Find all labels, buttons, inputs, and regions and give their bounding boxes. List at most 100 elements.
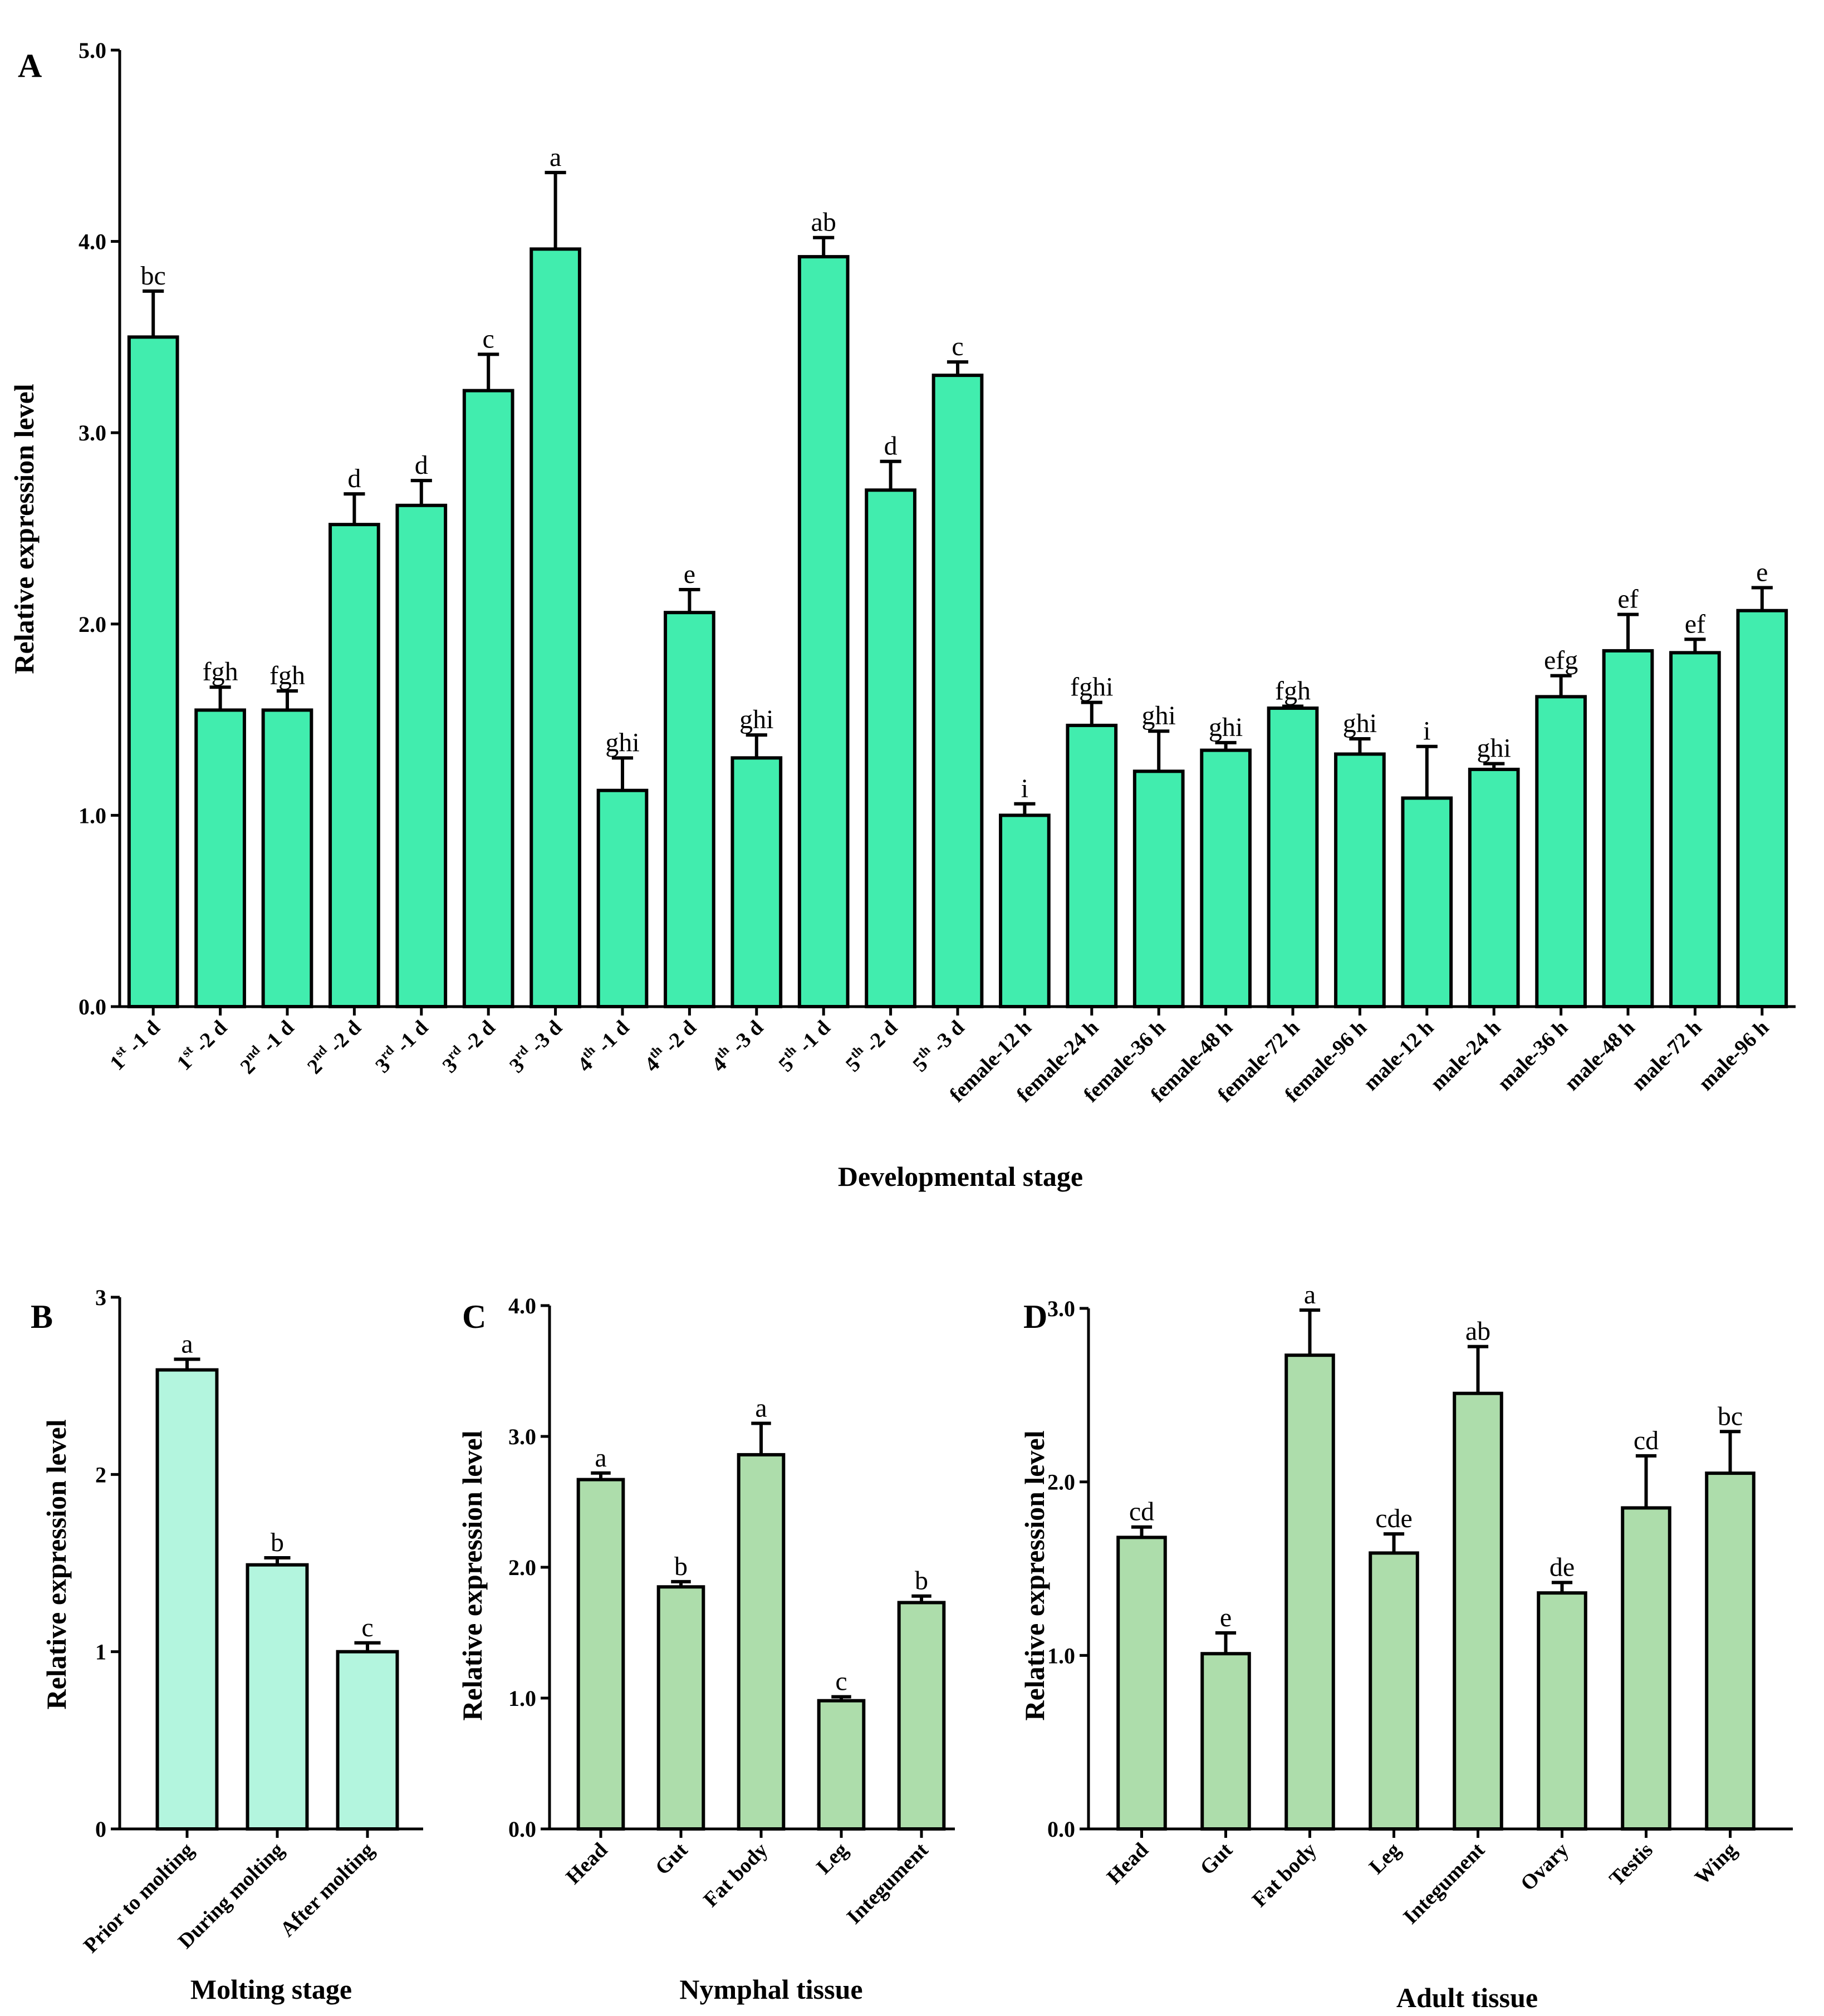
x-tick-label: 1st -2 d <box>171 1015 232 1075</box>
significance-label: d <box>347 464 361 493</box>
y-tick-label: 3.0 <box>1047 1296 1075 1321</box>
panel-a: A 0.0 1.0 2.0 3.0 4.0 5.0 bc 1st -1 d fgh 1st -2 d… <box>8 38 1796 1192</box>
x-tick-label: 4th -3 d <box>706 1015 768 1077</box>
bar <box>865 488 916 1008</box>
significance-label: c <box>952 332 963 361</box>
significance-label: b <box>271 1528 284 1557</box>
significance-label: fgh <box>203 657 238 686</box>
x-tick-label: Testis <box>1605 1838 1657 1891</box>
significance-label: ab <box>811 208 836 237</box>
significance-label: bc <box>1718 1401 1743 1431</box>
significance-label: cde <box>1375 1504 1413 1533</box>
error-bar <box>1751 586 1773 611</box>
significance-label: c <box>835 1667 847 1696</box>
error-bar <box>1081 700 1102 725</box>
bar <box>1537 1591 1587 1831</box>
significance-label: ef <box>1685 609 1705 639</box>
bar <box>1621 1506 1671 1831</box>
y-tick-label: 3.0 <box>508 1424 536 1449</box>
significance-label: a <box>755 1394 767 1423</box>
significance-label: ab <box>1465 1317 1490 1346</box>
significance-label: b <box>674 1552 688 1581</box>
significance-label: efg <box>1544 646 1578 675</box>
bar <box>462 389 514 1008</box>
bar <box>1066 723 1118 1008</box>
y-tick-label: 4.0 <box>79 229 106 254</box>
bar <box>529 247 581 1008</box>
y-tick-label: 0.0 <box>508 1817 536 1842</box>
error-bar <box>831 1695 851 1701</box>
significance-label: cd <box>1129 1497 1154 1527</box>
x-tick-label: Wing <box>1690 1838 1742 1890</box>
error-bar <box>264 1556 291 1565</box>
bar <box>1468 767 1520 1009</box>
y-tick-label: 2.0 <box>79 612 106 637</box>
bar <box>1267 706 1319 1008</box>
bar <box>1284 1353 1335 1831</box>
error-bar <box>1383 1532 1405 1553</box>
error-bar <box>344 492 365 525</box>
y-axis-title: Relative expression level <box>1019 1430 1050 1720</box>
error-bar <box>671 1580 691 1587</box>
bar <box>336 1650 399 1831</box>
bar <box>737 1453 786 1831</box>
bar <box>155 1368 219 1831</box>
y-tick-label: 4.0 <box>508 1293 536 1318</box>
y-tick-label: 2 <box>95 1462 106 1487</box>
y-tick-label: 0.0 <box>1047 1817 1075 1842</box>
bar <box>1334 752 1386 1008</box>
bar <box>999 813 1051 1009</box>
x-tick-label: Leg <box>1365 1838 1405 1879</box>
x-tick-label: 5th -3 d <box>907 1015 969 1077</box>
bar <box>261 708 313 1009</box>
significance-label: e <box>684 560 695 589</box>
significance-label: ghi <box>1343 709 1377 738</box>
y-tick-label: 2.0 <box>508 1555 536 1580</box>
bar <box>1705 1471 1756 1831</box>
y-tick-label: 2.0 <box>1047 1470 1075 1495</box>
error-bar <box>1299 1308 1321 1356</box>
significance-label: cd <box>1634 1426 1659 1455</box>
bar <box>897 1601 946 1831</box>
error-bar <box>1719 1430 1741 1474</box>
bar <box>596 788 649 1009</box>
significance-label: a <box>181 1329 193 1358</box>
error-bar <box>947 360 969 376</box>
x-tick-label: Integument <box>1399 1838 1489 1929</box>
significance-label: fgh <box>1275 676 1311 706</box>
significance-label: ghi <box>1142 701 1176 730</box>
bar <box>1453 1391 1503 1831</box>
x-tick-label: male-48 h <box>1560 1016 1639 1095</box>
y-tick-label: 3.0 <box>79 420 106 445</box>
x-tick-label: Head <box>1102 1838 1153 1889</box>
error-bar <box>679 587 700 613</box>
significance-label: ghi <box>1477 734 1511 763</box>
bar <box>127 335 179 1008</box>
error-bar <box>1550 674 1572 697</box>
y-tick-label: 5.0 <box>79 38 106 63</box>
bar <box>664 611 715 1008</box>
x-tick-label: 5th -1 d <box>773 1015 835 1077</box>
error-bar <box>276 689 298 710</box>
significance-label: ghi <box>605 728 639 757</box>
error-bar <box>209 685 231 710</box>
bar <box>931 374 984 1008</box>
error-bar <box>478 352 499 391</box>
y-tick-label: 1 <box>95 1640 106 1665</box>
error-bar <box>751 1421 771 1455</box>
error-bar <box>1215 1631 1237 1654</box>
x-tick-label: Head <box>561 1838 612 1889</box>
x-tick-label: 5th -2 d <box>840 1015 902 1077</box>
error-bar <box>1416 744 1438 798</box>
panel-c: C 0.0 1.0 2.0 3.0 4.0 a Head b Gut a Fat body c Leg b I… <box>457 1293 955 2005</box>
y-tick-label: 1.0 <box>79 803 106 828</box>
x-axis-title: Molting stage <box>190 1974 352 2005</box>
error-bar <box>1282 704 1304 708</box>
panel-label-a: A <box>18 47 42 84</box>
error-bar <box>1131 1525 1153 1538</box>
x-tick-label: Ovary <box>1516 1838 1573 1896</box>
error-bar <box>174 1357 200 1370</box>
error-bar <box>611 756 634 791</box>
